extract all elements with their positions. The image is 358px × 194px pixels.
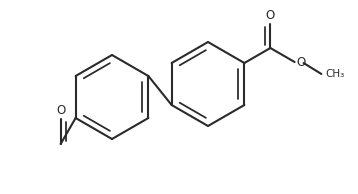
Text: CH₃: CH₃ [325,69,345,79]
Text: O: O [56,104,65,117]
Text: O: O [296,55,306,68]
Text: O: O [266,9,275,22]
